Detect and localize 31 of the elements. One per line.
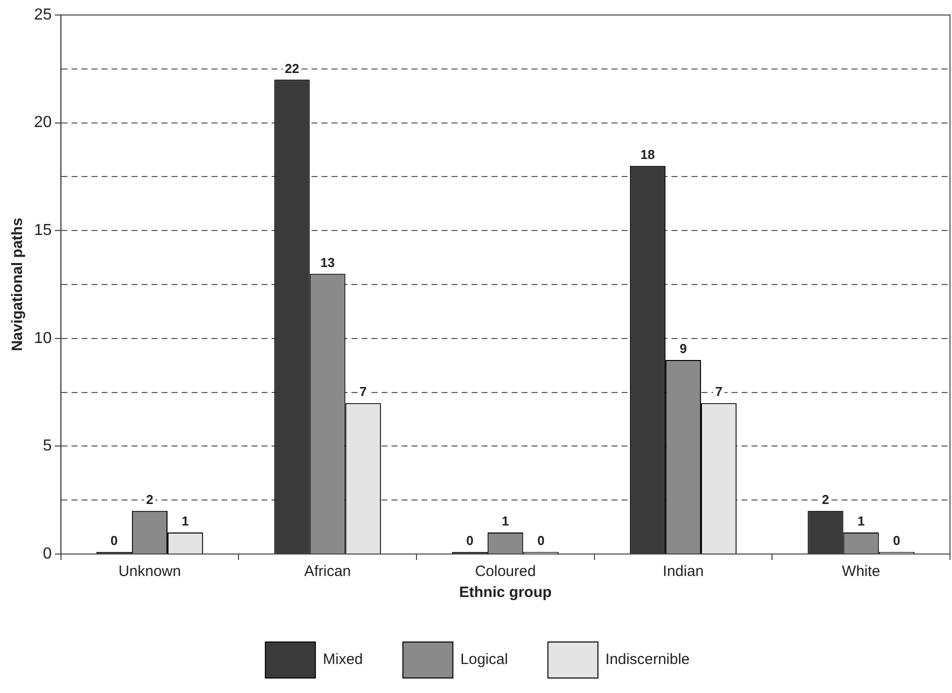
data-label: 22 [284,60,300,76]
data-label: 2 [146,492,154,507]
data-label: 18 [640,147,655,162]
x-tick-label: Unknown [118,563,181,580]
legend-label: Logical [460,651,508,668]
x-tick-label: Indian [662,563,704,580]
y-tick-label: 0 [42,545,52,562]
x-tick-label: White [842,563,880,580]
x-tick-label: African [304,563,351,580]
data-label: 1 [502,514,510,529]
data-label: 0 [466,533,474,548]
x-axis-title: Ethnic group [459,584,552,602]
data-label: 13 [320,254,335,270]
legend-label: Mixed [322,651,363,668]
data-label: 0 [110,533,118,548]
y-tick-label: 25 [34,6,52,24]
data-label: 7 [360,384,367,400]
y-tick-label: 5 [42,438,52,455]
x-tick-label: Coloured [474,563,536,580]
y-tick-label: 10 [34,330,52,347]
y-axis-title: Navigational paths [9,218,26,352]
data-label: 1 [857,514,865,529]
data-label: 0 [537,533,545,548]
data-label: 1 [182,514,189,529]
y-tick-label: 20 [34,114,52,132]
data-label: 7 [715,384,722,400]
y-tick-label: 15 [34,222,52,240]
data-label: 9 [680,341,687,356]
data-label: 2 [822,492,830,507]
data-label: 0 [893,533,900,548]
legend-label: Indiscernible [605,651,690,668]
